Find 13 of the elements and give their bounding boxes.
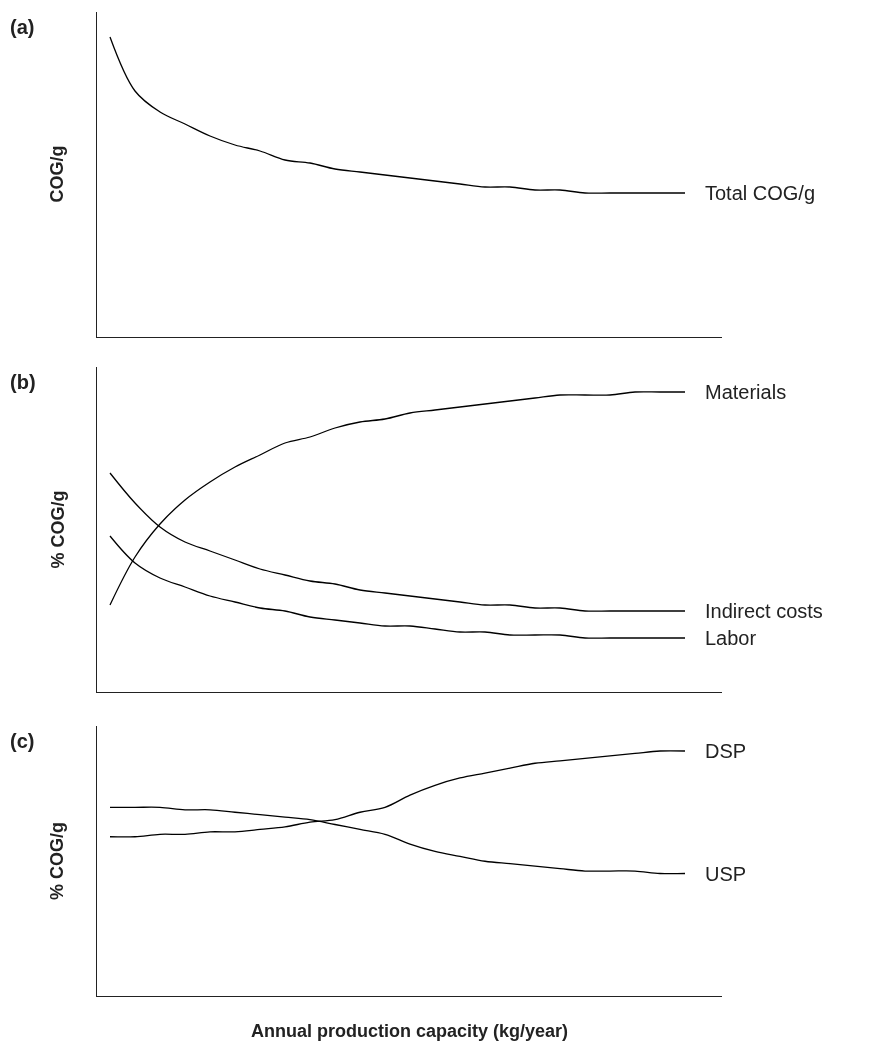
series-label: Indirect costs [705,600,823,622]
y-axis-title: % COG/g [47,821,67,900]
series-label: Total COG/g [705,182,816,204]
series-label: Materials [705,381,787,403]
series-label: USP [705,863,747,885]
y-axis-title: % COG/g [47,490,68,569]
x-axis-title: Annual production capacity (kg/year) [251,1021,569,1041]
chart-title: (a) [10,16,35,38]
chart-title: (c) [10,730,35,752]
chart-title: (b) [10,371,36,393]
series-label: Labor [705,627,757,649]
y-axis-title: COG/g [46,145,67,203]
series-label: DSP [705,740,747,762]
